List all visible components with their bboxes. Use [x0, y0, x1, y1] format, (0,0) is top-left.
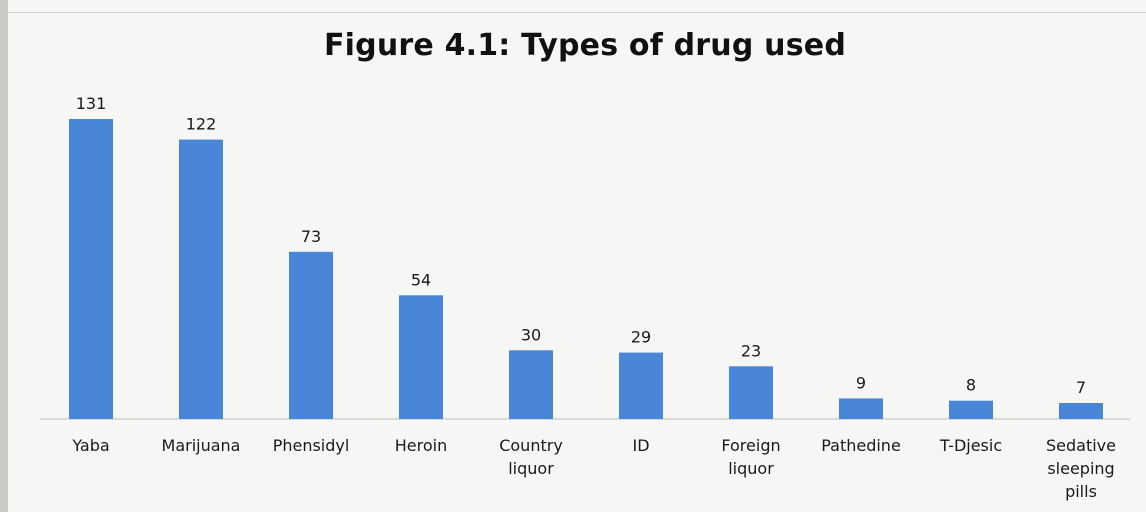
- x-tick-label-5-line-0: ID: [632, 436, 649, 455]
- data-label-4: 30: [521, 325, 541, 344]
- data-label-8: 8: [966, 376, 976, 395]
- x-tick-label-0: Yaba: [71, 436, 109, 455]
- bar-3: [399, 295, 443, 419]
- data-label-5: 29: [631, 328, 651, 347]
- bar-6: [729, 366, 773, 419]
- x-tick-label-9: Sedative sleeping pills: [1046, 436, 1116, 501]
- bar-1: [179, 139, 223, 419]
- x-tick-label-6-line-0: Foreign: [721, 436, 780, 455]
- x-tick-label-9-line-1: sleeping: [1047, 459, 1114, 478]
- top-rule: [0, 12, 1146, 13]
- bar-9: [1059, 403, 1103, 419]
- data-labels-group: 131 122 73 54 30 29 23 9 8 7: [76, 94, 1086, 397]
- x-tick-label-6-line-1: liquor: [728, 459, 774, 478]
- scan-edge-strip: [0, 0, 8, 512]
- data-label-2: 73: [301, 227, 321, 246]
- x-tick-label-4-line-0: Country: [499, 436, 563, 455]
- x-tick-label-6: Foreign liquor: [721, 436, 780, 478]
- bar-5: [619, 352, 663, 419]
- data-label-0: 131: [76, 94, 107, 113]
- data-label-9: 7: [1076, 378, 1086, 397]
- x-tick-label-2-line-0: Phensidyl: [273, 436, 350, 455]
- x-tick-labels-group: Yaba Marijuana Phensidyl Heroin Country liquo…: [71, 436, 1116, 501]
- x-tick-label-5: ID: [632, 436, 649, 455]
- bar-2: [289, 251, 333, 419]
- bars-group: [69, 119, 1103, 419]
- data-label-6: 23: [741, 341, 761, 360]
- x-tick-label-2: Phensidyl: [273, 436, 350, 455]
- x-tick-label-7: Pathedine: [821, 436, 901, 455]
- data-label-1: 122: [186, 115, 217, 134]
- x-tick-label-9-line-0: Sedative: [1046, 436, 1116, 455]
- x-tick-label-9-line-2: pills: [1065, 482, 1097, 501]
- x-tick-label-8-line-0: T-Djesic: [939, 436, 1002, 455]
- x-tick-label-1: Marijuana: [162, 436, 241, 455]
- bar-4: [509, 350, 553, 419]
- x-tick-label-3-line-0: Heroin: [395, 436, 447, 455]
- x-tick-label-3: Heroin: [395, 436, 447, 455]
- bar-7: [839, 398, 883, 419]
- x-tick-label-7-line-0: Pathedine: [821, 436, 901, 455]
- data-label-7: 9: [856, 373, 866, 392]
- chart-title: Figure 4.1: Types of drug used: [323, 28, 847, 63]
- x-tick-label-4: Country liquor: [499, 436, 563, 478]
- bar-8: [949, 400, 993, 419]
- x-tick-label-8: T-Djesic: [939, 436, 1002, 455]
- x-tick-label-0-line-0: Yaba: [71, 436, 109, 455]
- x-tick-label-4-line-1: liquor: [508, 459, 554, 478]
- bar-0: [69, 119, 113, 419]
- x-tick-label-1-line-0: Marijuana: [162, 436, 241, 455]
- data-label-3: 54: [411, 270, 431, 289]
